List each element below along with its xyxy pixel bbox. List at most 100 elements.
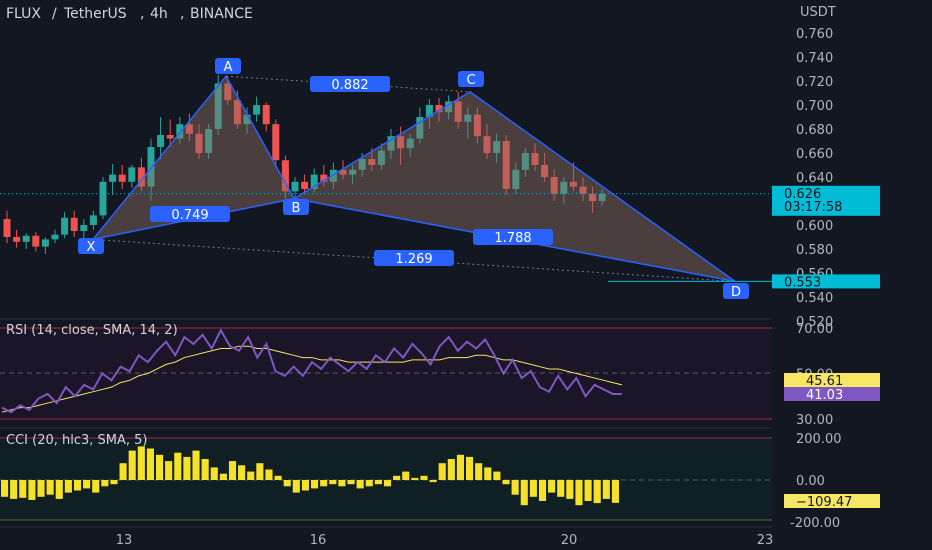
- symbol-header[interactable]: FLUX / TetherUS , 4h , BINANCE: [6, 6, 253, 22]
- cci-bar: [520, 480, 528, 506]
- symbol-name: FLUX: [6, 6, 41, 22]
- point-label-b-box: [283, 199, 309, 215]
- cci-bar: [174, 452, 182, 480]
- cci-bar: [311, 480, 319, 489]
- candle-body: [195, 133, 203, 153]
- cci-bar: [19, 480, 27, 498]
- price-tick: 0.640: [796, 171, 833, 186]
- candle-body: [445, 101, 453, 113]
- price-tick: 0.740: [796, 51, 833, 66]
- price-tick: 0.540: [796, 291, 833, 306]
- cci-bar: [493, 471, 501, 480]
- candle-body: [464, 114, 472, 122]
- ratio-label-xac[interactable]: 0.882: [310, 76, 390, 93]
- candle-body: [61, 217, 69, 235]
- cci-tick: -200.00: [790, 516, 840, 531]
- cci-bar: [593, 480, 601, 504]
- cci-bar: [466, 456, 474, 480]
- candle-body: [157, 135, 165, 147]
- target-price-value: 0.553: [784, 275, 821, 290]
- point-label-x-text: X: [87, 240, 96, 255]
- rsi-title: RSI (14, close, SMA, 14, 2): [6, 323, 178, 338]
- cci-bar: [374, 480, 382, 485]
- candle-body: [358, 159, 366, 170]
- symbol-comma: ,: [140, 6, 144, 22]
- cci-bar: [557, 480, 565, 497]
- candle-body: [425, 105, 433, 117]
- cci-bar: [538, 480, 547, 501]
- cci-bar: [1, 480, 9, 497]
- price-tick: 0.580: [796, 243, 833, 258]
- cci-value-box: [784, 494, 880, 508]
- currency-label: USDT: [800, 5, 836, 20]
- cci-bar: [502, 480, 510, 485]
- cci-bar: [475, 463, 483, 480]
- time-tick: 20: [561, 533, 578, 548]
- cci-bar: [256, 463, 264, 480]
- point-label-c[interactable]: C: [458, 71, 484, 88]
- ratio-label-xab-box: [150, 206, 230, 222]
- cci-bar: [274, 475, 282, 480]
- cci-bar: [602, 480, 610, 499]
- ratio-label-xad-text: 1.269: [395, 252, 432, 267]
- cci-bar: [128, 450, 136, 480]
- cci-bar: [165, 461, 173, 480]
- cci-bar: [447, 459, 455, 480]
- candle-body: [291, 181, 299, 192]
- quote-currency: TetherUS: [63, 6, 127, 22]
- point-label-b[interactable]: B: [283, 199, 309, 216]
- candle-body: [435, 105, 443, 113]
- rsi-line: [1, 328, 622, 414]
- candle-body: [205, 129, 213, 153]
- candle-body: [483, 136, 491, 153]
- point-label-d[interactable]: D: [723, 283, 749, 300]
- time-axis[interactable]: 13 16 20 23: [116, 533, 774, 548]
- harmonic-pattern[interactable]: X A B C D 0.749 0.882 1.788 1.269: [78, 58, 749, 300]
- cci-bar: [611, 480, 619, 503]
- last-price-tag: 0.626 03:17:58: [0, 185, 880, 216]
- cci-bar: [101, 480, 109, 487]
- candle-body: [176, 124, 184, 139]
- cci-value: −109.47: [796, 495, 852, 510]
- price-tick: 0.680: [796, 123, 833, 138]
- ratio-label-xab[interactable]: 0.749: [150, 206, 230, 223]
- candle-body: [406, 138, 414, 149]
- point-label-x[interactable]: X: [78, 238, 104, 255]
- candle-body: [3, 219, 11, 237]
- candle-body: [502, 141, 510, 189]
- candle-body: [118, 174, 126, 182]
- ratio-label-xad-box: [374, 250, 454, 266]
- candle-body: [521, 153, 529, 170]
- candle-body: [550, 177, 558, 194]
- point-label-a[interactable]: A: [215, 58, 241, 75]
- candle-body: [569, 181, 577, 187]
- candle-body: [166, 135, 174, 139]
- cci-bar: [529, 480, 537, 497]
- xab-triangle: [93, 76, 294, 240]
- cci-bar: [83, 480, 91, 489]
- cci-bar: [575, 480, 583, 506]
- cci-bar: [265, 469, 273, 480]
- cci-bar: [383, 480, 392, 487]
- candle-body: [137, 167, 145, 187]
- candle-body: [387, 136, 395, 151]
- candle-body: [128, 167, 136, 182]
- cci-bar: [320, 480, 328, 487]
- ratio-label-bcd[interactable]: 1.788: [473, 229, 553, 246]
- cci-axis: 200.00 0.00 -200.00: [790, 432, 842, 531]
- candle-body: [339, 169, 347, 175]
- cci-bar: [292, 480, 300, 493]
- ratio-label-xad[interactable]: 1.269: [374, 250, 454, 267]
- cci-bar: [110, 480, 118, 485]
- cci-bar: [548, 480, 556, 493]
- target-price-tag: 0.553: [608, 274, 880, 290]
- cci-bar: [228, 461, 237, 480]
- exchange-label: BINANCE: [190, 6, 253, 22]
- ratio-label-bcd-text: 1.788: [494, 231, 531, 246]
- cci-tick: 200.00: [796, 432, 842, 447]
- candle-body: [589, 193, 597, 201]
- candle-body: [493, 141, 501, 153]
- candle-body: [416, 117, 424, 139]
- price-tick: 0.760: [796, 27, 833, 42]
